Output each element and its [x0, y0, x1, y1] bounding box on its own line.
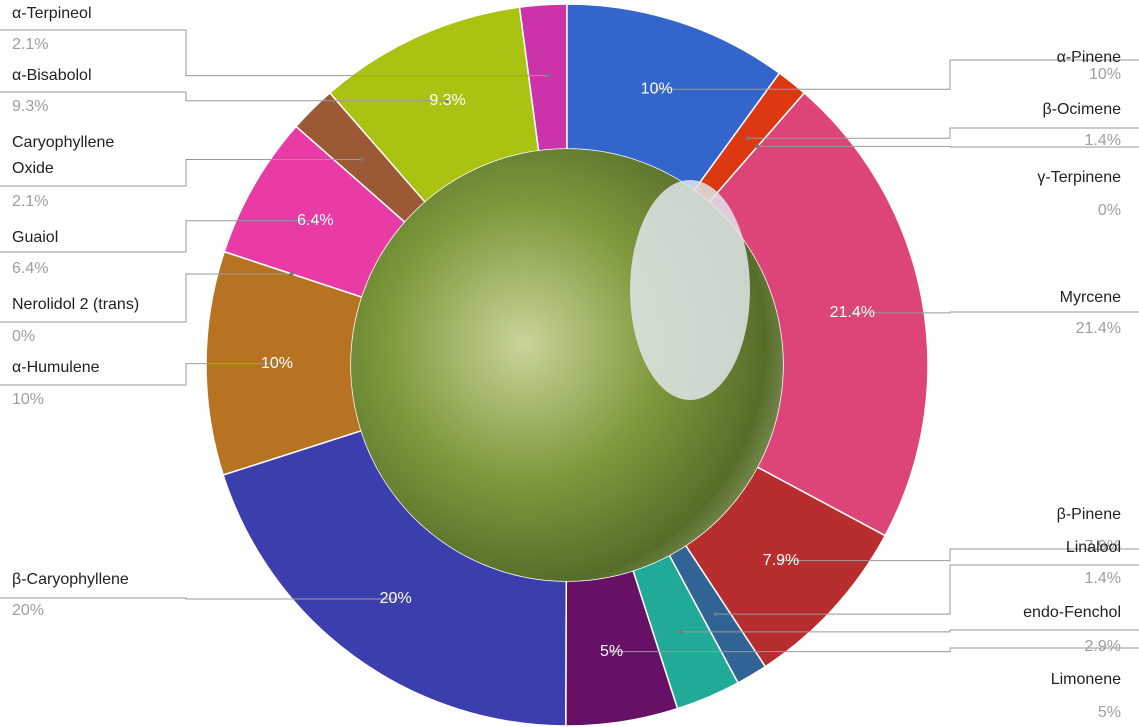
legend-label: Nerolidol 2 (trans) [12, 296, 140, 313]
slice-label: 6.4% [297, 212, 333, 229]
legend-label: Linalool [1065, 539, 1121, 556]
legend-value: 21.4% [1075, 320, 1121, 337]
legend-value: 2.9% [1084, 638, 1121, 655]
slice-label: 21.4% [830, 304, 875, 321]
leader-line [0, 273, 292, 323]
leader-line [852, 311, 1139, 314]
leader-dot [289, 271, 294, 276]
legend-label: γ-Terpinene [1037, 169, 1121, 186]
slice-label: 10% [261, 355, 293, 372]
leader-dot [678, 629, 683, 634]
leader-dot [360, 157, 365, 162]
slice-label: 10% [641, 80, 673, 97]
legend-label: endo-Fenchol [1023, 604, 1121, 621]
slice-label: 5% [600, 643, 623, 660]
leader-dot [445, 98, 450, 103]
legend-value: 5% [1097, 704, 1121, 721]
slice-labels: 10% 21.4% 7.9% 5% 20% 10% 6.4% 9.3% [261, 80, 875, 659]
legend-value: 2.1% [12, 36, 49, 53]
legend-value: 2.1% [12, 193, 49, 210]
legend-label: β-Ocimene [1042, 101, 1121, 118]
legend-value: 0% [12, 328, 36, 345]
legend-value: 10% [1088, 66, 1121, 83]
leader-line [0, 597, 396, 600]
legend-label: β-Pinene [1056, 506, 1121, 523]
leader-dot [393, 596, 398, 601]
leader-line [781, 548, 1139, 562]
leader-line [747, 127, 1139, 139]
leader-line [656, 59, 1139, 90]
legend-value: 10% [12, 391, 45, 408]
leader-line [680, 629, 1139, 633]
leader-dot [313, 218, 318, 223]
leader-dot [654, 87, 659, 92]
leader-line [0, 29, 548, 77]
legend-value: 0% [1097, 202, 1121, 219]
legend-label: Limonene [1050, 671, 1121, 688]
legend-label: α-Bisabolol [12, 67, 92, 84]
leader-dot [545, 73, 550, 78]
legend-label: Guaiol [12, 229, 59, 246]
legend-label: β-Caryophyllene [12, 571, 129, 588]
leader-line [611, 647, 1139, 653]
legend-value: 20% [12, 602, 45, 619]
leader-dot [850, 310, 855, 315]
legend-value: 1.4% [1084, 570, 1121, 587]
leader-dot [779, 558, 784, 563]
leader-line [0, 158, 363, 187]
center-image-highlight [630, 180, 750, 400]
legend-value: 7.9% [1084, 538, 1121, 555]
legend-label: α-Pinene [1056, 49, 1121, 66]
legend-label: α-Humulene [12, 359, 100, 376]
leader-lines [0, 29, 1139, 654]
leader-dot [755, 144, 760, 149]
legend-label: α-Terpineol [12, 5, 92, 22]
leader-line [0, 363, 278, 386]
leader-line [0, 91, 448, 102]
legend-value: 9.3% [12, 98, 49, 115]
leader-dot [609, 649, 614, 654]
slice [223, 125, 406, 299]
leader-dot [745, 136, 750, 141]
legend-value: 6.4% [12, 260, 49, 277]
slice-label: 9.3% [429, 92, 465, 109]
legend-value: 1.4% [1084, 132, 1121, 149]
legend-label: Myrcene [1059, 289, 1121, 306]
legend-label: Caryophyllene Oxide [12, 134, 115, 177]
leader-line [757, 145, 1139, 148]
slice-label: 20% [380, 590, 412, 607]
slice-label: 7.9% [763, 552, 799, 569]
leader-dot [275, 361, 280, 366]
leader-dot [713, 612, 718, 617]
leader-line [715, 564, 1139, 615]
leader-line [0, 220, 316, 253]
